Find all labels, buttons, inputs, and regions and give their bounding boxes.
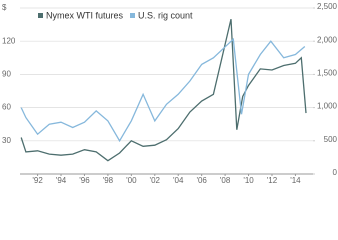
chart: 30 60 90 120 $0 500 1,000 1,500 2,000 2,500 '92 '94… [2,2,338,185]
legend-label: U.S. rig count [138,10,193,20]
series-line [20,18,307,162]
legend-swatch [130,13,135,18]
x-tick-label: '14 [290,176,301,185]
x-tick-label: '12 [267,176,278,185]
x-tick-label: '06 [196,176,207,185]
y2-tick-label: 2,500 [317,2,338,11]
y-tick-label: $ [2,3,7,12]
x-tick-label: '02 [150,176,161,185]
y2-tick-label: 2,000 [317,35,338,44]
y2-tick-label: 500 [324,135,338,144]
x-tick-label: '04 [173,176,184,185]
x-tick-label: '10 [243,176,254,185]
y-tick-label: 30 [2,136,11,145]
x-tick-label: '98 [103,176,114,185]
x-tick-label: '92 [32,176,43,185]
y-tick-label: 120 [2,36,16,45]
legend-label: Nymex WTI futures [46,10,124,20]
x-tick-label: '00 [126,176,137,185]
y2-tick-label: 1,500 [317,69,338,78]
x-tick-label: '96 [79,176,90,185]
x-tick-label: '08 [220,176,231,185]
y-tick-label: 90 [2,70,11,79]
x-tick-label: '94 [56,176,67,185]
y-tick-label: 60 [2,103,11,112]
legend-swatch [38,13,43,18]
y2-tick-label: 0 [333,168,338,177]
series-line [20,37,306,143]
y2-tick-label: 1,000 [317,102,338,111]
